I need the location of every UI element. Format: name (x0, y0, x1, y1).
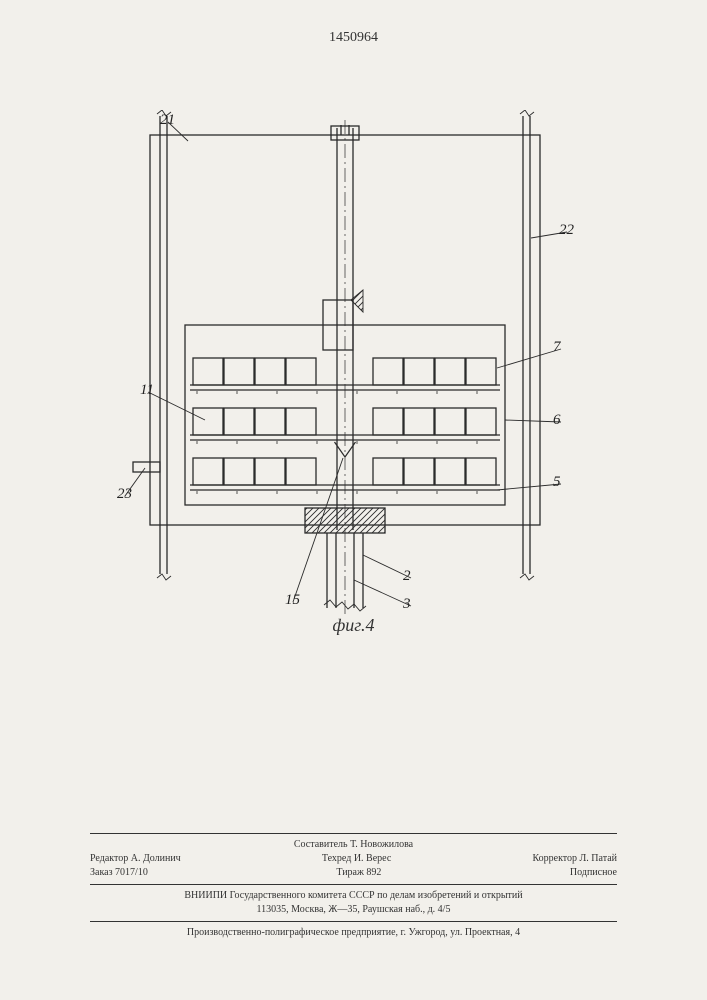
footer-circulation: Тираж 892 (336, 866, 381, 880)
svg-text:21: 21 (160, 112, 175, 128)
diagram-container: 212276511231523 (105, 110, 585, 610)
footer-divider-bot (90, 921, 617, 922)
footer-tech-editor: Техред И. Верес (322, 852, 391, 866)
svg-text:5: 5 (553, 474, 561, 490)
svg-text:11: 11 (140, 382, 154, 398)
footer-compiler: Составитель Т. Новожилова (90, 838, 617, 852)
footer-row-order: Заказ 7017/10 Тираж 892 Подписное (90, 866, 617, 880)
figure-caption: фиг.4 (332, 615, 374, 636)
svg-text:22: 22 (559, 222, 575, 238)
footer-divider-top (90, 833, 617, 834)
footer-print: Производственно-полиграфическое предприя… (90, 926, 617, 940)
svg-text:15: 15 (285, 592, 301, 608)
svg-text:6: 6 (553, 412, 561, 428)
page: 1450964 212276511231523 фиг.4 Составител… (0, 0, 707, 1000)
svg-text:2: 2 (403, 568, 411, 584)
footer-subscription: Подписное (570, 866, 617, 880)
footer-block: Составитель Т. Новожилова Редактор А. До… (90, 829, 617, 940)
technical-diagram: 212276511231523 (105, 110, 585, 620)
footer-row-editors: Редактор А. Долинич Техред И. Верес Корр… (90, 852, 617, 866)
svg-text:7: 7 (553, 339, 562, 355)
footer-org2: 113035, Москва, Ж—35, Раушская наб., д. … (90, 903, 617, 917)
footer-org1: ВНИИПИ Государственного комитета СССР по… (90, 889, 617, 903)
footer-corrector: Корректор Л. Патай (532, 852, 617, 866)
svg-text:23: 23 (117, 486, 132, 502)
footer-editor: Редактор А. Долинич (90, 852, 181, 866)
footer-divider-mid (90, 884, 617, 885)
patent-number: 1450964 (329, 30, 378, 46)
svg-text:3: 3 (402, 596, 411, 612)
footer-order: Заказ 7017/10 (90, 866, 148, 880)
